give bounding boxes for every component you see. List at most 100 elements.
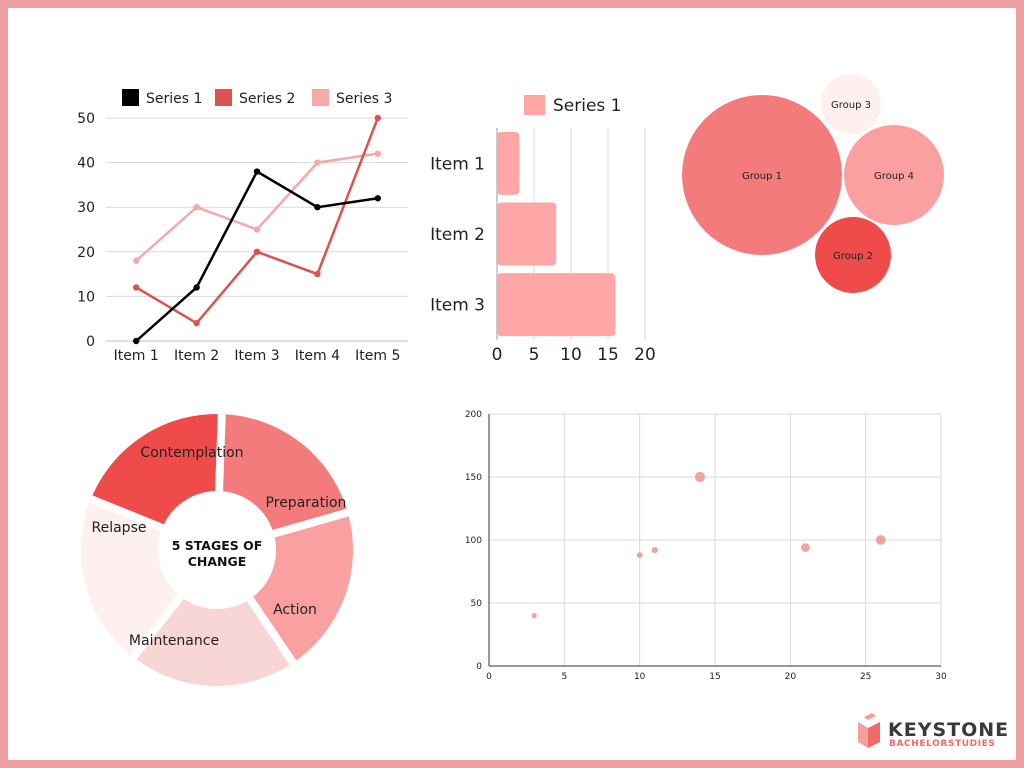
- bar-chart-y-axis: Item 1 Item 2 Item 3: [430, 154, 485, 315]
- line-chart-y-tick-label: 20: [77, 245, 95, 261]
- bubble-label: Group 2: [833, 251, 873, 262]
- stages-of-change-diagram: 5 STAGES OF CHANGE Contemplation Preparat…: [73, 406, 361, 694]
- line-chart-y-tick-label: 10: [77, 289, 95, 305]
- cycle-petal-5: [73, 493, 188, 665]
- line-chart-legend: Series 1 Series 2 Series 3: [122, 89, 392, 107]
- line-chart-y-axis: 0 10 20 30 40 50: [77, 111, 95, 350]
- scatter-chart-x-tick-label: 10: [634, 672, 646, 682]
- book-icon: [858, 713, 880, 748]
- scatter-chart-x-tick-label: 0: [486, 672, 492, 682]
- bubble-label: Group 3: [831, 100, 871, 111]
- bubble-4: [844, 125, 944, 225]
- line-chart-series-1-line: [135, 169, 378, 342]
- bar-chart-y-tick-label: Item 3: [430, 296, 485, 316]
- bar-chart-legend: Series 1: [524, 95, 622, 116]
- scatter-chart-y-tick-label: 0: [476, 662, 482, 672]
- bar-chart-x-axis: 0 5 10 15 20: [492, 345, 656, 365]
- cycle-center: [163, 496, 271, 604]
- line-chart-x-tick-label: Item 2: [174, 348, 219, 364]
- line-chart-series: [133, 114, 381, 345]
- bar-chart-x-tick-label: 5: [529, 345, 540, 365]
- line-chart-x-tick-label: Item 1: [114, 348, 159, 364]
- cycle-labels: Contemplation Preparation Action Maintenanc…: [92, 445, 347, 649]
- bar-chart-x-tick-label: 10: [560, 345, 582, 365]
- logo-title: KEYSTONE: [888, 719, 1009, 741]
- bubble-2: [815, 217, 891, 293]
- line-chart-series-1-point: [193, 284, 200, 291]
- cycle-stage-label: Preparation: [266, 495, 347, 511]
- bar-chart-bars: [497, 131, 616, 337]
- line-chart-series-3-point: [314, 159, 321, 166]
- cycle-petal-1: [81, 406, 231, 536]
- bubble-3: [821, 74, 881, 134]
- cycle-petals: [73, 406, 361, 694]
- scatter-point: [531, 613, 537, 619]
- bar-chart-bar: [497, 131, 520, 195]
- scatter-chart-points: [531, 471, 886, 619]
- scatter-chart-y-tick-label: 200: [465, 410, 482, 420]
- scatter-chart: 0 5 10 15 20 25 30 0 50 100 150 200: [465, 410, 947, 682]
- cycle-petal-2: [214, 406, 357, 541]
- line-chart-series-2-point: [374, 114, 381, 122]
- scatter-point: [801, 543, 810, 552]
- line-chart-y-tick-label: 40: [77, 156, 95, 172]
- scatter-chart-x-tick-label: 25: [860, 672, 871, 682]
- bubble-chart: Group 1 Group 2 Group 3 Group 4: [682, 74, 944, 293]
- line-chart-legend-swatch: [312, 89, 329, 106]
- scatter-point: [651, 546, 658, 554]
- line-chart-series-2-point: [193, 319, 200, 327]
- line-chart-legend-swatch: [122, 89, 139, 106]
- line-chart-series-1-point: [374, 195, 381, 202]
- line-chart-series-1-point: [253, 168, 261, 175]
- line-chart-legend-label: Series 1: [146, 91, 202, 107]
- bar-chart-legend-swatch: [524, 95, 545, 115]
- bar-chart-y-tick-label: Item 2: [430, 225, 485, 245]
- bar-chart: Series 1 Item 1 Item 2 Item 3 0 5 10 15 20: [430, 95, 656, 365]
- scatter-chart-x-tick-label: 20: [785, 672, 797, 682]
- scatter-chart-grid: [488, 413, 942, 667]
- bar-chart-legend-label: Series 1: [553, 96, 622, 116]
- cycle-center-title-line-2: CHANGE: [188, 554, 247, 569]
- line-chart-y-tick-label: 30: [77, 200, 95, 216]
- scatter-point: [694, 471, 706, 483]
- cycle-center-title-line-1: 5 STAGES OF: [172, 538, 263, 553]
- line-chart-series-2-point: [253, 248, 261, 255]
- scatter-chart-x-tick-label: 30: [935, 672, 947, 682]
- scatter-chart-x-tick-label: 5: [561, 672, 567, 682]
- line-chart-x-tick-label: Item 4: [295, 348, 340, 364]
- line-chart: Series 1 Series 2 Series 3 0 10 20 30 40 50 Ite…: [77, 89, 408, 364]
- bar-chart-bar: [497, 202, 557, 266]
- scatter-chart-x-tick-label: 15: [709, 672, 720, 682]
- line-chart-series-1-point: [133, 337, 140, 345]
- scatter-chart-y-tick-label: 50: [471, 599, 483, 609]
- scatter-chart-y-tick-label: 150: [465, 473, 482, 483]
- bar-chart-y-tick-label: Item 1: [430, 154, 485, 174]
- line-chart-x-tick-label: Item 3: [234, 348, 279, 364]
- line-chart-y-tick-label: 0: [86, 334, 95, 350]
- line-chart-series-2-point: [133, 284, 140, 291]
- scatter-chart-x-axis: 0 5 10 15 20 25 30: [486, 672, 947, 682]
- bar-chart-x-tick-label: 0: [492, 345, 503, 365]
- scatter-chart-y-tick-label: 100: [465, 536, 482, 546]
- cycle-stage-label: Maintenance: [129, 633, 219, 649]
- line-chart-legend-label: Series 3: [336, 91, 392, 107]
- logo-subtitle: BACHELORSTUDIES: [889, 739, 995, 749]
- line-chart-legend-label: Series 2: [239, 91, 295, 107]
- line-chart-legend-swatch: [215, 89, 232, 106]
- cycle-stage-label: Contemplation: [140, 445, 243, 461]
- line-chart-series-3-point: [193, 204, 200, 211]
- bubble-1: [682, 95, 842, 255]
- bar-chart-x-tick-label: 20: [634, 345, 656, 365]
- line-chart-series-3-point: [374, 150, 381, 157]
- cycle-stage-label: Relapse: [92, 520, 147, 536]
- line-chart-series-3-point: [133, 257, 140, 264]
- line-chart-series-2-point: [314, 270, 321, 278]
- cycle-stage-label: Action: [273, 602, 317, 618]
- line-chart-x-axis: Item 1 Item 2 Item 3 Item 4 Item 5: [114, 348, 401, 364]
- bar-chart-x-tick-label: 15: [597, 345, 619, 365]
- bubble-label: Group 4: [874, 171, 914, 182]
- line-chart-series-1-point: [314, 204, 321, 211]
- scatter-point: [875, 535, 886, 545]
- line-chart-x-tick-label: Item 5: [355, 348, 400, 364]
